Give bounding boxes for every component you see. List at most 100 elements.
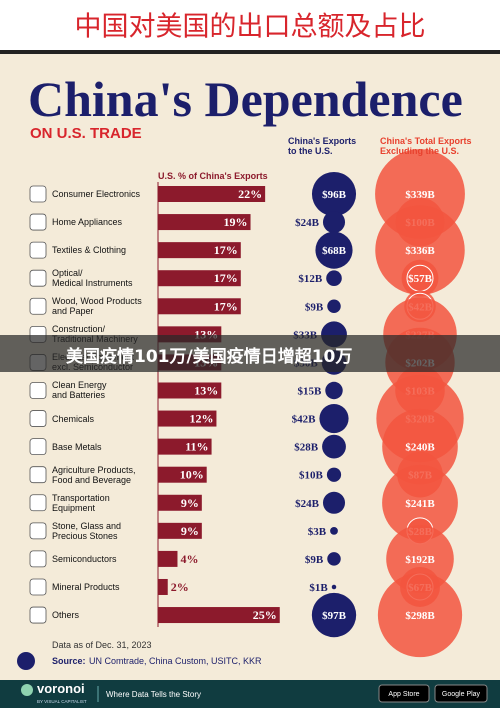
bar-label: 17% bbox=[214, 271, 238, 285]
bar-label: 9% bbox=[181, 496, 199, 510]
bubble-label: $1B bbox=[309, 582, 328, 594]
category-icon bbox=[29, 522, 47, 540]
chart-subtitle: ON U.S. TRADE bbox=[30, 125, 142, 142]
bar bbox=[158, 214, 251, 231]
bubble bbox=[322, 211, 346, 234]
category-icon bbox=[29, 241, 47, 259]
app-store-text[interactable]: App Store bbox=[388, 691, 419, 698]
watermark: 美国疫情101万/美国疫情日增超10万 bbox=[66, 347, 353, 367]
bar-label: 11% bbox=[185, 440, 208, 454]
bubble bbox=[325, 381, 343, 400]
category-label: Agriculture Products, Food and Beverage bbox=[52, 464, 136, 485]
category-label: Home Appliances bbox=[52, 217, 123, 228]
app-store-badge[interactable] bbox=[378, 684, 430, 703]
bubble bbox=[322, 491, 346, 514]
series-header: China's Total Exports Excluding the U.S. bbox=[380, 136, 472, 156]
category-icon bbox=[29, 550, 47, 568]
bar bbox=[158, 550, 178, 567]
banner-title: 中国对美国的出口总额及占比 bbox=[75, 12, 426, 43]
bubble bbox=[326, 270, 342, 287]
banner-rule bbox=[0, 50, 500, 54]
bubble bbox=[322, 434, 346, 459]
bubble bbox=[331, 584, 337, 590]
bubble-label: $24B bbox=[295, 498, 320, 510]
bar bbox=[158, 382, 222, 399]
footer-brand: voronoi bbox=[37, 681, 85, 696]
source-label: Source: bbox=[52, 656, 86, 666]
bubble bbox=[386, 525, 454, 593]
bar bbox=[158, 298, 241, 315]
footer-tagline: Where Data Tells the Story bbox=[106, 690, 201, 699]
chart-title: China's Dependence bbox=[28, 71, 463, 127]
bar-label: 22% bbox=[238, 187, 262, 201]
bar bbox=[158, 494, 202, 511]
category-label: Consumer Electronics bbox=[52, 189, 141, 199]
bubble-label: $97B bbox=[322, 610, 347, 622]
bar bbox=[158, 410, 217, 427]
bubble-label: $15B bbox=[297, 385, 322, 397]
category-label: Stone, Glass and Precious Stones bbox=[52, 520, 122, 541]
bubble-label: $241B bbox=[405, 498, 435, 510]
bar bbox=[158, 186, 266, 202]
bubble-label: $28B bbox=[294, 442, 319, 454]
category-label: Mineral Products bbox=[52, 581, 120, 592]
category-label: Clean Energy and Batteries bbox=[52, 380, 107, 401]
bar-label: 4% bbox=[180, 552, 198, 566]
bar bbox=[158, 466, 207, 483]
bubble bbox=[375, 205, 465, 295]
category-label: Wood, Wood Products and Paper bbox=[52, 296, 142, 317]
bubble-label: $57B bbox=[408, 273, 433, 285]
bar-label: 25% bbox=[253, 608, 277, 622]
category-label: Transportation Equipment bbox=[52, 492, 110, 513]
bubble-label: $10B bbox=[299, 470, 324, 482]
bar bbox=[158, 607, 280, 624]
google-play-badge[interactable] bbox=[434, 684, 488, 703]
bar-label: 19% bbox=[224, 215, 248, 229]
bubble-label: $240B bbox=[405, 442, 435, 454]
bubble bbox=[326, 467, 342, 482]
category-label: Optical/ Medical Instruments bbox=[52, 268, 133, 289]
google-play-text[interactable]: Google Play bbox=[442, 691, 481, 698]
category-icon bbox=[29, 438, 47, 456]
category-icon bbox=[29, 213, 47, 231]
series-header: China's Exports to the U.S. bbox=[288, 136, 357, 156]
bubble-label: $96B bbox=[322, 189, 347, 201]
category-label: Chemicals bbox=[52, 413, 95, 424]
bar bbox=[158, 522, 202, 539]
note: Data as of Dec. 31, 2023 bbox=[52, 640, 152, 650]
category-icon bbox=[29, 269, 47, 287]
bubble bbox=[319, 403, 349, 434]
bubble-label: $336B bbox=[405, 245, 435, 257]
category-icon bbox=[29, 382, 47, 399]
bubble-label: $12B bbox=[298, 273, 323, 285]
bar bbox=[158, 270, 241, 287]
category-icon bbox=[29, 410, 47, 427]
bar bbox=[158, 578, 168, 595]
bar-label: 13% bbox=[194, 383, 218, 397]
category-label: Others bbox=[52, 610, 80, 621]
bubble-label: $42B bbox=[292, 414, 317, 426]
category-icon bbox=[29, 466, 47, 484]
bar-label: 17% bbox=[214, 299, 238, 313]
bubble bbox=[330, 526, 338, 535]
bar-label: 9% bbox=[181, 524, 199, 538]
footer-byline: BY VISUAL CAPITALIST bbox=[37, 699, 87, 704]
bubble-label: $68B bbox=[322, 245, 347, 257]
bar bbox=[158, 438, 212, 455]
bubble-label: $24B bbox=[295, 217, 320, 229]
category-label: Semiconductors bbox=[52, 553, 117, 564]
bubble bbox=[327, 299, 341, 314]
bubble bbox=[311, 171, 357, 217]
series-header: U.S. % of China's Exports bbox=[158, 171, 268, 181]
category-icon bbox=[29, 494, 47, 512]
source-text: UN Comtrade, China Custom, USITC, KKR bbox=[89, 656, 262, 666]
source-icon bbox=[17, 652, 35, 670]
bubble-label: $192B bbox=[405, 554, 435, 566]
category-icon bbox=[29, 185, 47, 203]
category-label: Base Metals bbox=[52, 441, 102, 452]
bar bbox=[158, 242, 241, 259]
bar-label: 12% bbox=[189, 412, 213, 426]
category-icon bbox=[29, 606, 47, 624]
bubble-label: $339B bbox=[405, 189, 435, 201]
